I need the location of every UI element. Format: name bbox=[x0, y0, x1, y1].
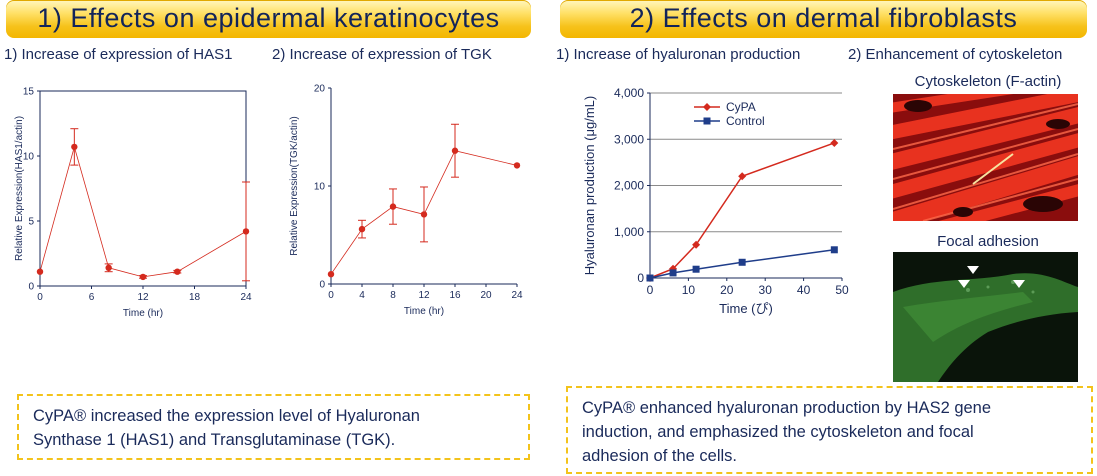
data-point bbox=[513, 162, 521, 169]
data-point bbox=[105, 264, 112, 271]
legend-label: Control bbox=[726, 114, 765, 128]
banner-keratinocytes-title: 1) Effects on epidermal keratinocytes bbox=[37, 3, 500, 33]
banner-fibroblasts-title: 2) Effects on dermal fibroblasts bbox=[629, 3, 1018, 33]
series-line bbox=[330, 150, 518, 275]
data-point bbox=[451, 147, 459, 154]
data-point bbox=[36, 268, 44, 275]
legend-marker bbox=[703, 103, 711, 111]
subtitle-has1: 1) Increase of expression of HAS1 bbox=[4, 46, 233, 63]
y-tick-label: 15 bbox=[23, 87, 35, 98]
note-keratinocytes-line1: CyPA® increased the expression level of … bbox=[33, 407, 420, 425]
legend-marker bbox=[703, 117, 711, 125]
banner-fibroblasts: 2) Effects on dermal fibroblasts bbox=[560, 0, 1087, 38]
x-tick-label: 0 bbox=[328, 290, 334, 301]
x-tick-label: 0 bbox=[647, 283, 654, 297]
y-tick-label: 0 bbox=[28, 282, 34, 293]
note-fibroblasts-line2: induction, and emphasized the cytoskelet… bbox=[582, 423, 974, 441]
y-axis-label: Relative Expression(HAS1/actin) bbox=[14, 116, 25, 261]
actin-image-svg bbox=[893, 94, 1078, 221]
x-tick-label: 6 bbox=[89, 292, 95, 303]
series-line bbox=[39, 145, 247, 278]
data-point bbox=[830, 138, 839, 147]
x-axis-label: Time (hr) bbox=[123, 308, 163, 319]
x-tick-label: 8 bbox=[390, 290, 396, 301]
note-keratinocytes-line2: Synthase 1 (HAS1) and Transglutaminase (… bbox=[33, 431, 396, 449]
data-point bbox=[327, 271, 335, 278]
x-tick-label: 18 bbox=[189, 292, 201, 303]
x-tick-label: 24 bbox=[511, 290, 523, 301]
y-tick-label: 5 bbox=[28, 217, 34, 228]
x-tick-label: 50 bbox=[835, 283, 849, 297]
y-tick-label: 10 bbox=[314, 182, 326, 193]
chart-tgk: 0 4 8 12 16 20 24 0 10 20 Time (hr) Relative Expres… bbox=[289, 84, 523, 318]
y-tick-label: 1,000 bbox=[614, 225, 644, 239]
data-point bbox=[692, 240, 701, 249]
subtitle-hyaluronan: 1) Increase of hyaluronan production bbox=[556, 46, 801, 63]
focal-image-svg bbox=[893, 252, 1078, 382]
x-tick-label: 12 bbox=[137, 292, 149, 303]
chart-hyaluronan: 0 10 20 30 40 50 0 1,000 2,000 3,000 4,000 Time (ぴ)… bbox=[582, 86, 849, 316]
y-tick-label: 3,000 bbox=[614, 132, 644, 146]
y-tick-label: 10 bbox=[23, 152, 35, 163]
data-point bbox=[358, 225, 366, 233]
data-point bbox=[738, 258, 746, 266]
x-tick-label: 10 bbox=[682, 283, 696, 297]
y-axis-label: Relative Expression(TGK/actin) bbox=[289, 116, 300, 256]
plot-frame bbox=[39, 90, 247, 287]
micrograph-focal-image bbox=[893, 252, 1078, 382]
legend-label: CyPA bbox=[726, 100, 756, 114]
subtitle-tgk: 2) Increase of expression of TGK bbox=[272, 46, 492, 63]
subtitle-cytoskeleton: 2) Enhancement of cytoskeleton bbox=[848, 46, 1063, 63]
y-axis-label: Hyaluronan production (μg/mL) bbox=[582, 96, 597, 275]
y-tick-label: 20 bbox=[314, 84, 326, 95]
data-point bbox=[139, 273, 147, 281]
x-tick-label: 20 bbox=[480, 290, 492, 301]
x-tick-label: 4 bbox=[359, 290, 365, 301]
data-point bbox=[420, 211, 428, 218]
micrograph-actin-title: Cytoskeleton (F-actin) bbox=[914, 73, 1062, 90]
x-axis-label: Time (ぴ) bbox=[719, 301, 773, 316]
x-tick-label: 12 bbox=[418, 290, 430, 301]
banner-keratinocytes: 1) Effects on epidermal keratinocytes bbox=[6, 0, 531, 38]
x-tick-label: 0 bbox=[37, 292, 43, 303]
x-tick-label: 40 bbox=[797, 283, 811, 297]
data-point bbox=[669, 269, 677, 277]
data-point bbox=[71, 143, 78, 151]
data-point bbox=[738, 172, 747, 181]
data-point bbox=[830, 246, 838, 254]
data-point bbox=[242, 228, 250, 235]
y-tick-label: 2,000 bbox=[614, 179, 644, 193]
micrograph-focal-title: Focal adhesion bbox=[937, 233, 1039, 250]
note-keratinocytes: CyPA® increased the expression level of … bbox=[17, 394, 530, 460]
x-tick-label: 16 bbox=[449, 290, 461, 301]
data-point bbox=[646, 274, 654, 282]
y-tick-label: 0 bbox=[319, 280, 325, 291]
series-line bbox=[649, 142, 835, 279]
x-tick-label: 20 bbox=[720, 283, 734, 297]
note-fibroblasts: CyPA® enhanced hyaluronan production by … bbox=[566, 386, 1093, 474]
note-fibroblasts-line1: CyPA® enhanced hyaluronan production by … bbox=[582, 399, 992, 417]
y-tick-label: 4,000 bbox=[614, 86, 644, 100]
x-tick-label: 30 bbox=[759, 283, 773, 297]
chart-has1: 0 6 12 18 24 0 5 10 15 Time (hr) Relative Expressi… bbox=[14, 87, 252, 320]
data-point bbox=[389, 203, 397, 210]
data-point bbox=[174, 268, 181, 275]
note-fibroblasts-line3: adhesion of the cells. bbox=[582, 447, 738, 465]
micrograph-actin-image bbox=[893, 94, 1078, 221]
x-tick-label: 24 bbox=[240, 292, 252, 303]
x-axis-label: Time (hr) bbox=[404, 306, 444, 317]
data-point bbox=[692, 265, 700, 273]
y-tick-label: 0 bbox=[637, 271, 644, 285]
